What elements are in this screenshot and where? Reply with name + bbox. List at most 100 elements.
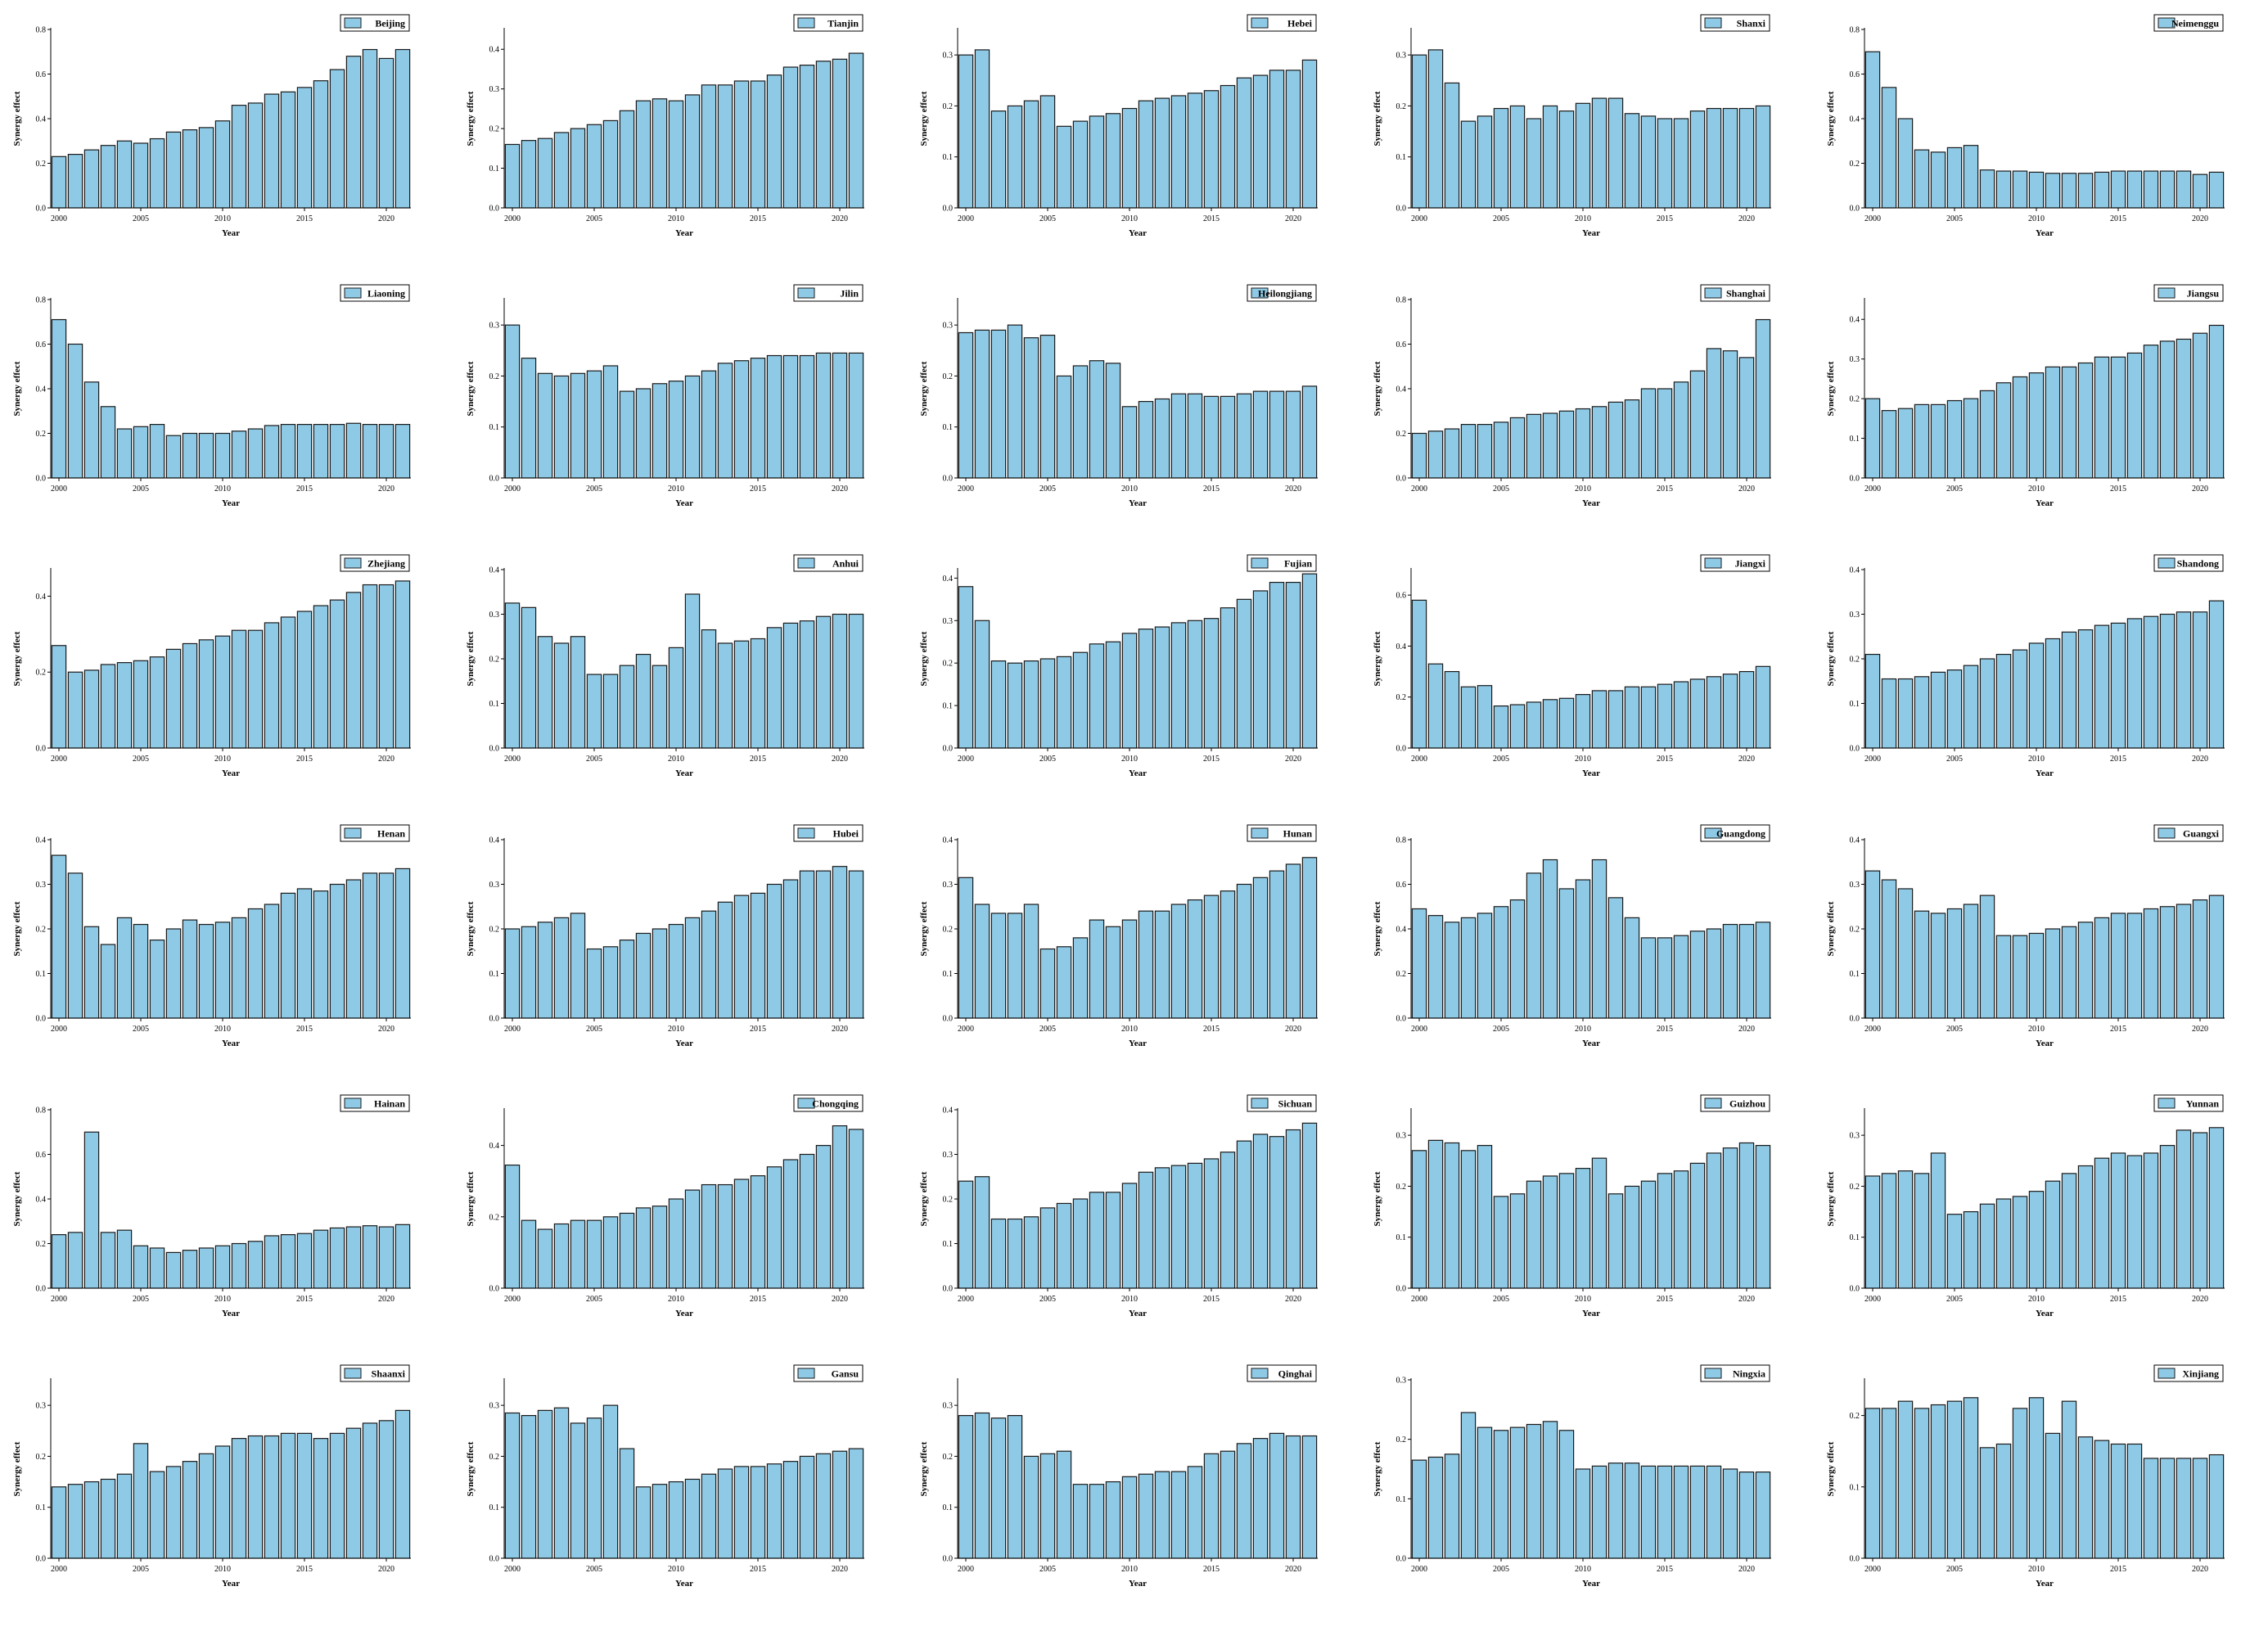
bar-2005 xyxy=(1946,146,1963,209)
bar-2017 xyxy=(2143,615,2159,749)
bar-2013 xyxy=(1170,904,1187,1019)
bar-2019 xyxy=(1269,1432,1285,1559)
x-tick-label: 2020 xyxy=(378,1025,395,1034)
legend-label: Hainan xyxy=(374,1098,405,1110)
y-tick-label: 0.2 xyxy=(489,125,500,134)
bar-2021 xyxy=(395,48,411,209)
bar-2007 xyxy=(165,131,182,209)
bar-2010 xyxy=(214,1245,231,1289)
bar-2009 xyxy=(198,127,214,209)
legend: Tianjin xyxy=(793,14,863,32)
bar-2019 xyxy=(815,1144,832,1289)
bar-group xyxy=(1864,600,2225,749)
x-tick-label: 2015 xyxy=(1657,755,1673,764)
bar-2015 xyxy=(1203,1453,1220,1559)
legend-swatch xyxy=(344,287,362,299)
bar-2012 xyxy=(2061,1400,2077,1559)
bar-2011 xyxy=(1138,910,1154,1019)
x-tick-label: 2000 xyxy=(1411,755,1427,764)
legend-label: Hebei xyxy=(1287,18,1313,29)
bar-2009 xyxy=(1558,697,1575,749)
bar-2020 xyxy=(1738,107,1755,209)
y-tick-label: 0.4 xyxy=(489,1142,500,1151)
bar-2009 xyxy=(2012,170,2028,209)
bar-2007 xyxy=(1072,651,1089,749)
y-tick-label: 0.0 xyxy=(943,745,954,754)
y-tick-label: 0.1 xyxy=(1850,435,1860,444)
bar-2016 xyxy=(1673,381,1689,479)
bar-2011 xyxy=(231,1438,247,1559)
bar-2015 xyxy=(750,1466,766,1559)
y-tick-label: 0.1 xyxy=(489,423,500,432)
y-axis-title: Synergy effect xyxy=(466,91,476,146)
bar-2006 xyxy=(1509,417,1526,479)
bar-2018 xyxy=(2159,170,2176,209)
legend-label: Fujian xyxy=(1284,558,1312,570)
bar-2006 xyxy=(1056,375,1072,479)
chart-panel-shanghai: 0.0 0.2 0.4 0.6 0.8 2000 2005 2010 2015 2020 Year S… xyxy=(1373,284,1771,508)
bar-2019 xyxy=(815,61,832,209)
y-tick-label: 0.0 xyxy=(1396,1285,1407,1294)
bar-2007 xyxy=(619,1212,635,1289)
y-tick-label: 0.4 xyxy=(1396,642,1407,651)
bar-2013 xyxy=(264,425,280,479)
x-tick-label: 2000 xyxy=(958,1025,974,1034)
bar-2006 xyxy=(1963,904,1979,1019)
bar-2017 xyxy=(329,1227,345,1289)
bar-2005 xyxy=(1493,1196,1509,1289)
y-axis-title: Synergy effect xyxy=(1373,631,1382,686)
x-tick-label: 2010 xyxy=(1121,1025,1138,1034)
x-tick-label: 2015 xyxy=(1203,214,1220,223)
bar-2011 xyxy=(231,629,247,749)
bar-2013 xyxy=(2077,629,2094,749)
legend: Jilin xyxy=(793,284,863,302)
x-tick-label: 2005 xyxy=(1493,214,1509,223)
legend: Hubei xyxy=(793,824,863,842)
x-tick-label: 2015 xyxy=(750,1295,766,1304)
bar-2000 xyxy=(958,1414,974,1559)
bar-2010 xyxy=(2028,171,2045,209)
bar-2004 xyxy=(570,1219,586,1289)
bar-2012 xyxy=(1607,1462,1624,1559)
x-tick-label: 2020 xyxy=(832,755,848,764)
chart-panel-jiangxi: 0.0 0.2 0.4 0.6 2000 2005 2010 2015 2020 Year Syne… xyxy=(1373,554,1771,778)
bar-2000 xyxy=(51,1486,67,1559)
y-tick-label: 0.2 xyxy=(36,430,47,439)
bar-2007 xyxy=(1979,390,1995,479)
bar-2000 xyxy=(1411,908,1427,1019)
legend-swatch xyxy=(1704,1097,1722,1109)
bar-2003 xyxy=(1460,1412,1477,1559)
bar-2016 xyxy=(313,424,329,479)
x-tick-label: 2020 xyxy=(378,484,395,494)
x-axis-title: Year xyxy=(2036,1579,2054,1589)
bar-2011 xyxy=(2045,1432,2061,1559)
bar-2021 xyxy=(1301,857,1318,1019)
x-tick-label: 2005 xyxy=(1946,1565,1963,1574)
legend-swatch xyxy=(1704,287,1722,299)
y-tick-label: 0.3 xyxy=(36,1402,47,1411)
y-axis-title: Synergy effect xyxy=(919,901,929,956)
x-axis-title: Year xyxy=(1129,498,1147,508)
bar-2009 xyxy=(1558,888,1575,1019)
bar-2008 xyxy=(182,1461,198,1559)
bar-group xyxy=(1864,324,2225,479)
bar-2010 xyxy=(214,120,231,209)
bar-2000 xyxy=(1864,1408,1881,1559)
legend-swatch xyxy=(344,17,362,29)
chart-panel-hunan: 0.0 0.1 0.2 0.3 0.4 2000 2005 2010 2015 2020 Year S… xyxy=(919,824,1318,1048)
y-tick-label: 0.4 xyxy=(943,1106,954,1115)
bar-2014 xyxy=(280,1432,296,1559)
bar-group xyxy=(958,1412,1318,1559)
bar-2019 xyxy=(2176,338,2192,479)
bar-2013 xyxy=(264,1435,280,1559)
bar-2006 xyxy=(1509,1193,1526,1289)
bar-2017 xyxy=(782,1159,799,1289)
bar-2002 xyxy=(83,381,100,479)
y-tick-label: 0.1 xyxy=(943,423,954,432)
bar-2020 xyxy=(378,872,395,1019)
bar-2001 xyxy=(1881,1173,1897,1289)
legend: Heilongjiang xyxy=(1247,284,1317,302)
y-tick-label: 0.4 xyxy=(36,593,47,602)
y-tick-label: 0.3 xyxy=(489,881,500,890)
y-axis-title: Synergy effect xyxy=(1373,91,1382,146)
